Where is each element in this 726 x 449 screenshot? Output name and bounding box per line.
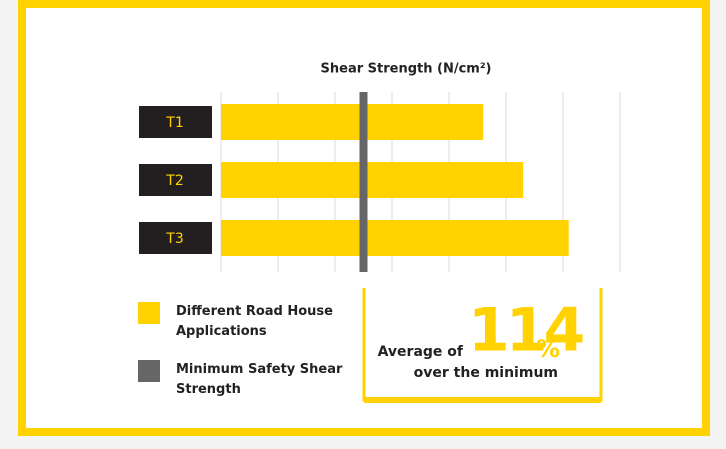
legend-label: Different Road House Applications <box>176 304 333 339</box>
callout-prefix: Average of <box>378 344 464 360</box>
bar <box>221 220 569 256</box>
y-tick-label: T1 <box>165 115 183 131</box>
bar <box>221 162 524 198</box>
y-tick-label: T2 <box>165 173 183 189</box>
callout-value: 114 <box>468 296 582 366</box>
category-box <box>139 106 212 138</box>
callout-unit: % <box>536 335 560 363</box>
y-tick-label: T3 <box>165 231 183 247</box>
chart-title: Shear Strength (N/cm²) <box>321 62 492 77</box>
legend-swatch <box>138 360 160 382</box>
reference-line <box>359 92 368 272</box>
category-box <box>139 164 212 196</box>
bar <box>221 104 484 140</box>
legend-swatch <box>138 302 160 324</box>
callout-suffix: over the minimum <box>414 365 558 381</box>
category-box <box>139 222 212 254</box>
legend-label: Minimum Safety Shear Strength <box>176 362 343 397</box>
